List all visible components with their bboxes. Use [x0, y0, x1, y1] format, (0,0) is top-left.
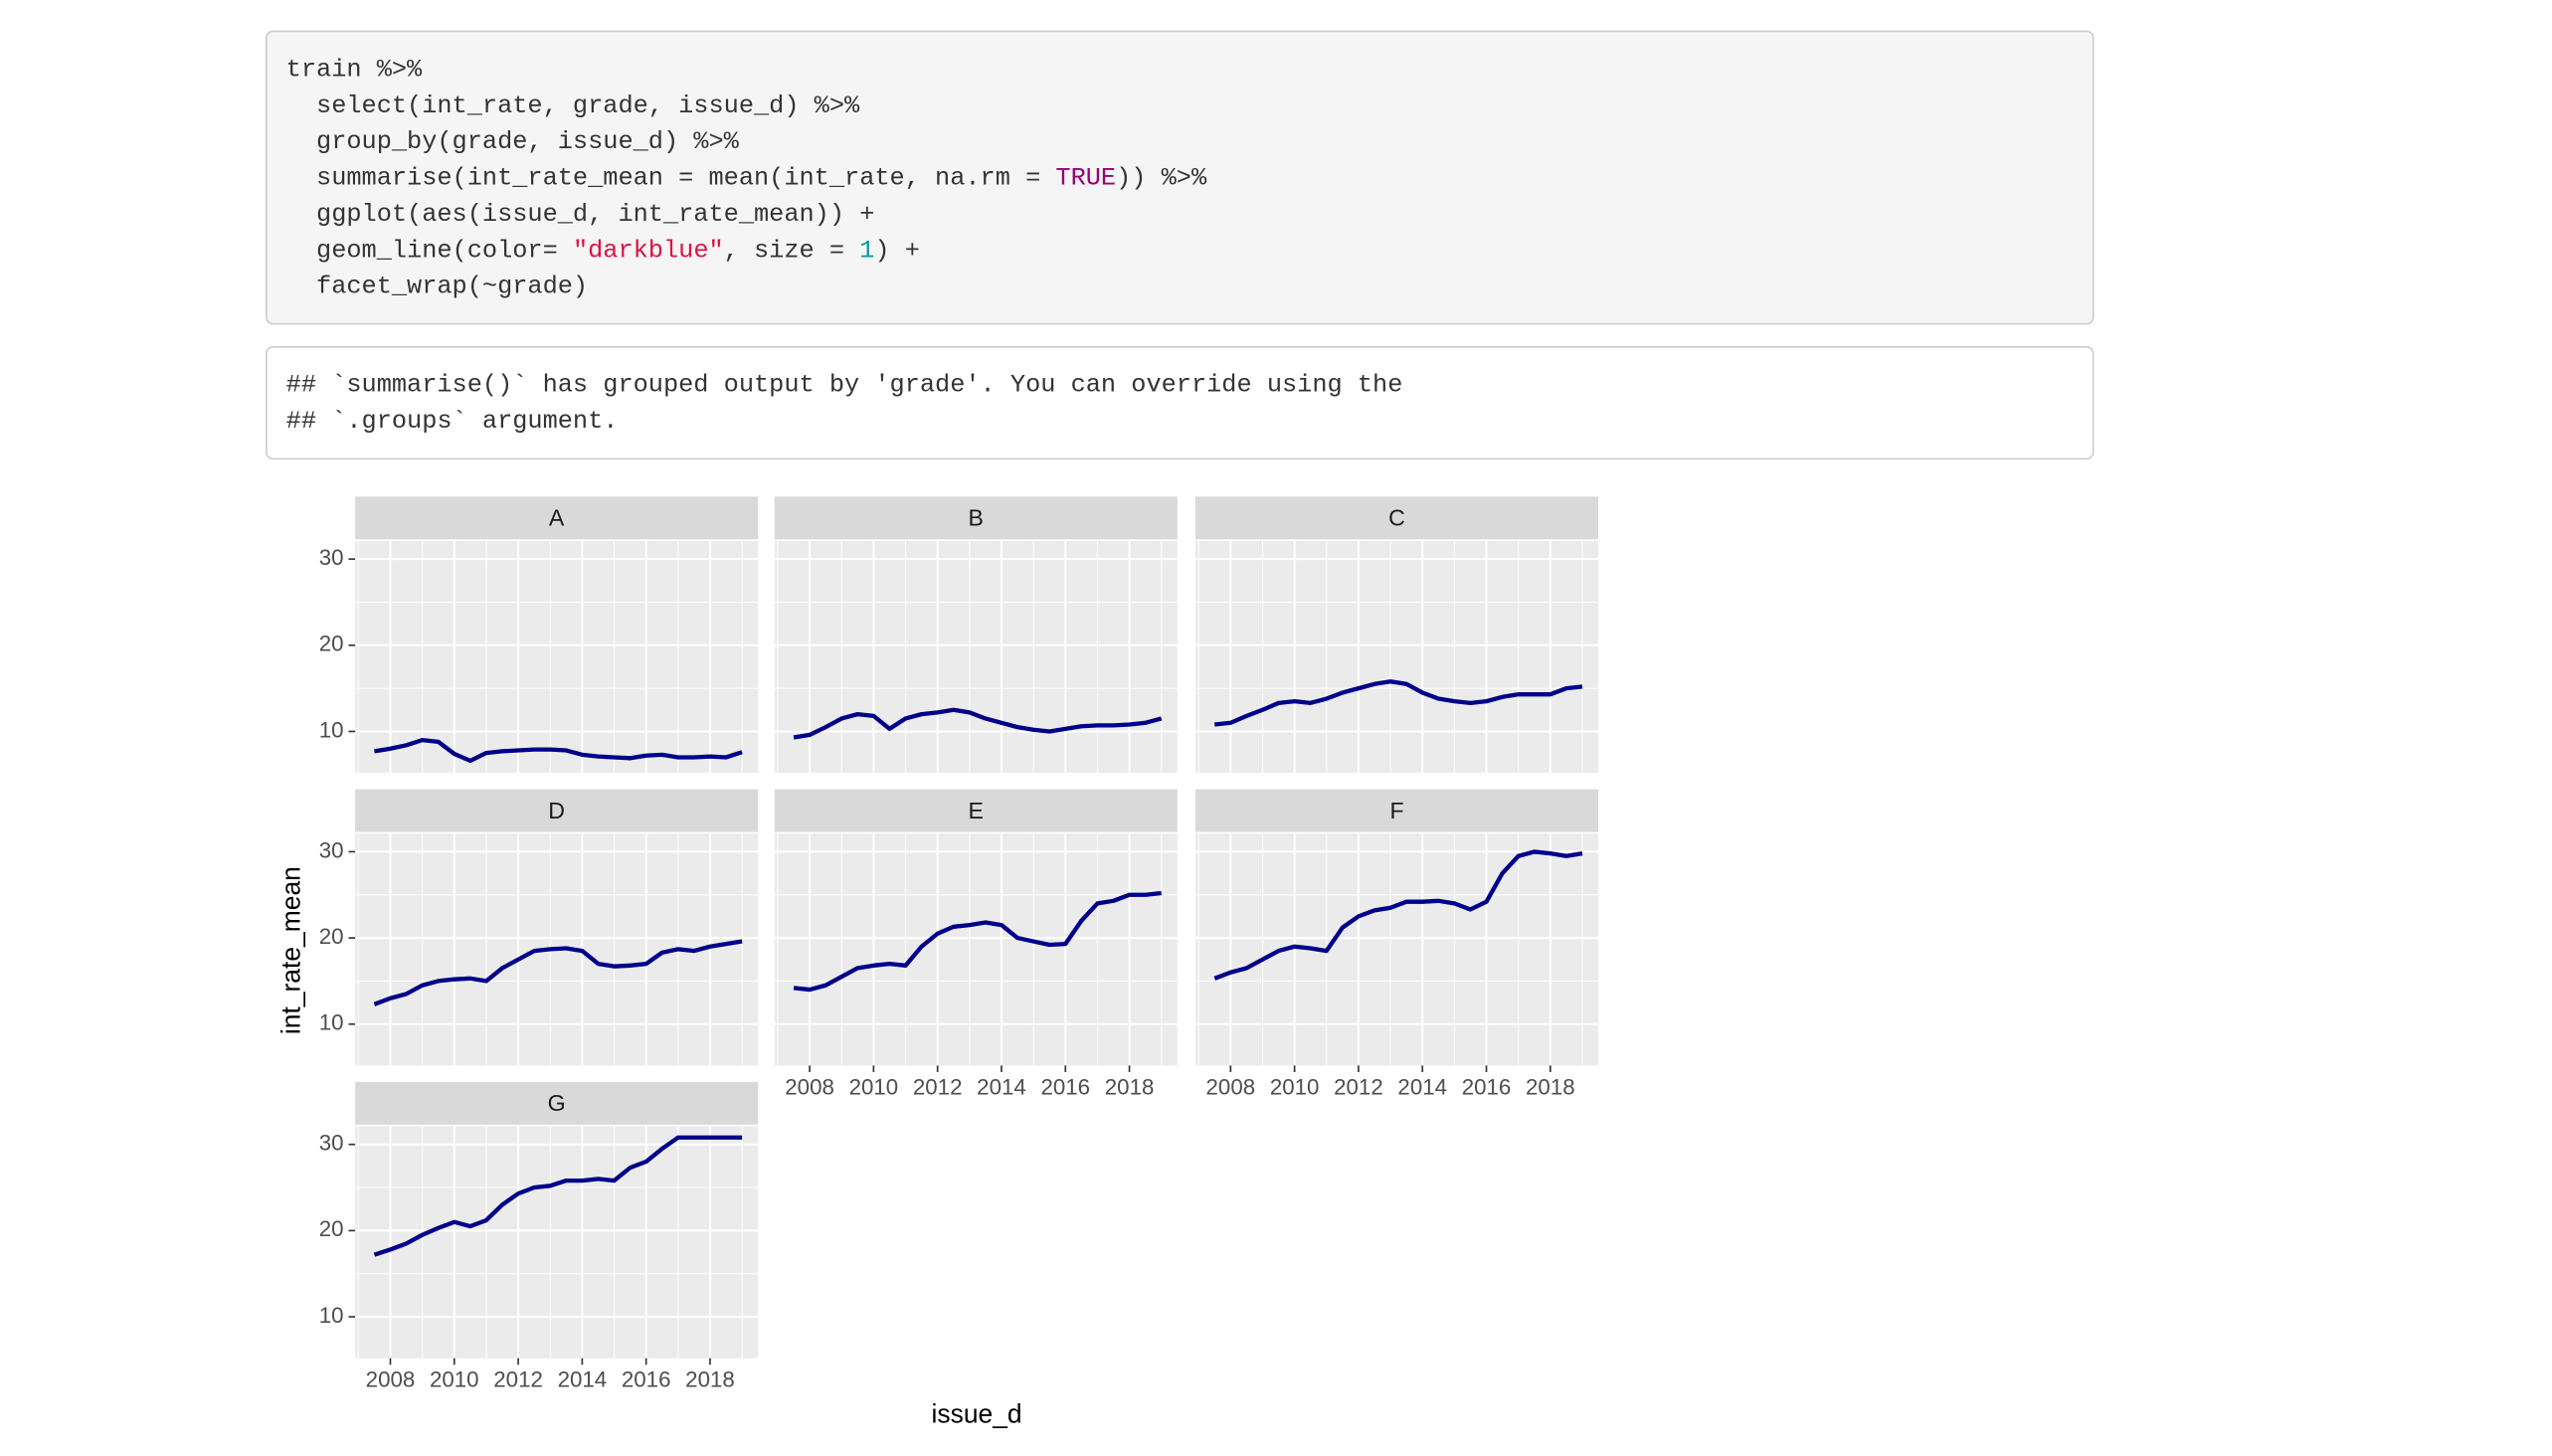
strip-label: B [969, 505, 984, 531]
strip-label: G [548, 1090, 566, 1116]
x-tick-label: 2012 [1334, 1074, 1383, 1099]
data-line [373, 1135, 743, 1257]
code-token: train %>% [286, 55, 423, 84]
strip [774, 496, 1178, 540]
code-line: train %>% [286, 55, 423, 84]
code-token: 1 [859, 236, 874, 265]
strip [1194, 789, 1599, 832]
strip [1194, 496, 1599, 540]
x-tick-label: 2016 [1462, 1074, 1512, 1099]
x-tick-label: 2008 [366, 1367, 416, 1392]
code-line: group_by(grade, issue_d) %>% [286, 127, 740, 156]
data-line [1213, 849, 1583, 981]
code-block [266, 30, 2095, 325]
code-line: select(int_rate, grade, issue_d) %>% [286, 91, 860, 119]
y-tick-label: 20 [319, 1216, 344, 1241]
code-token: "darkblue" [573, 236, 724, 265]
output-line: ## `summarise()` has grouped output by '… [286, 371, 1403, 400]
y-tick-label: 10 [319, 717, 344, 742]
x-tick-label: 2012 [493, 1367, 543, 1392]
strip [355, 1081, 759, 1125]
strip [355, 496, 759, 540]
strip-label: A [549, 505, 565, 531]
strip [774, 789, 1178, 832]
x-tick-label: 2016 [622, 1367, 671, 1392]
strip-label: D [548, 798, 565, 823]
panel-background [355, 1126, 759, 1359]
panel-background [1194, 833, 1599, 1066]
y-tick-label: 30 [319, 837, 344, 862]
y-tick-label: 20 [319, 924, 344, 949]
y-tick-label: 30 [319, 1131, 344, 1156]
code-line: ggplot(aes(issue_d, int_rate_mean)) + [286, 200, 875, 229]
code-token: , size = [724, 236, 860, 265]
y-tick-label: 10 [319, 1303, 344, 1328]
code-token: geom_line(color= [286, 236, 573, 265]
y-tick-label: 20 [319, 632, 344, 656]
x-tick-label: 2008 [1206, 1074, 1256, 1099]
y-tick-label: 10 [319, 1010, 344, 1035]
x-tick-label: 2008 [785, 1074, 834, 1099]
data-line [793, 890, 1162, 993]
y-tick-label: 30 [319, 545, 344, 570]
code-token: TRUE [1055, 163, 1116, 192]
x-tick-label: 2018 [1526, 1074, 1575, 1099]
output-line: ## `.groups` argument. [286, 407, 619, 436]
panel-background [774, 833, 1178, 1066]
strip-label: C [1388, 505, 1405, 531]
x-tick-label: 2014 [977, 1074, 1026, 1099]
x-tick-label: 2010 [1270, 1074, 1320, 1099]
x-tick-label: 2014 [1397, 1074, 1447, 1099]
panel-background [355, 540, 759, 774]
code-line: summarise(int_rate_mean = mean(int_rate,… [286, 163, 1207, 192]
data-line [1214, 679, 1583, 727]
panel-background [774, 540, 1178, 774]
output-block [266, 346, 2095, 460]
code-token: ggplot(aes(issue_d, int_rate_mean)) + [286, 200, 875, 229]
x-tick-label: 2014 [558, 1367, 608, 1392]
x-tick-label: 2010 [849, 1074, 899, 1099]
strip-label: F [1389, 798, 1403, 823]
x-tick-label: 2018 [685, 1367, 735, 1392]
code-token: summarise(int_rate_mean = mean(int_rate,… [286, 163, 1056, 192]
code-token: group_by(grade, issue_d) %>% [286, 127, 740, 156]
data-line [373, 939, 743, 1006]
strip [355, 789, 759, 832]
code-line: facet_wrap(~grade) [286, 272, 588, 300]
code-token: ) + [874, 236, 920, 265]
y-axis-title: int_rate_mean [275, 866, 305, 1034]
code-token: select(int_rate, grade, issue_d) %>% [286, 91, 860, 119]
code-token: facet_wrap(~grade) [286, 272, 588, 300]
x-tick-label: 2010 [430, 1367, 479, 1392]
x-tick-label: 2012 [913, 1074, 963, 1099]
data-line [793, 707, 1163, 740]
panel-background [1194, 540, 1599, 774]
code-token: )) %>% [1116, 163, 1207, 192]
strip-label: E [969, 798, 984, 823]
data-line [374, 737, 743, 764]
x-tick-label: 2018 [1105, 1074, 1155, 1099]
code-line: geom_line(color= "darkblue", size = 1) + [286, 236, 920, 265]
x-axis-title: issue_d [932, 1398, 1022, 1428]
x-tick-label: 2016 [1040, 1074, 1090, 1099]
